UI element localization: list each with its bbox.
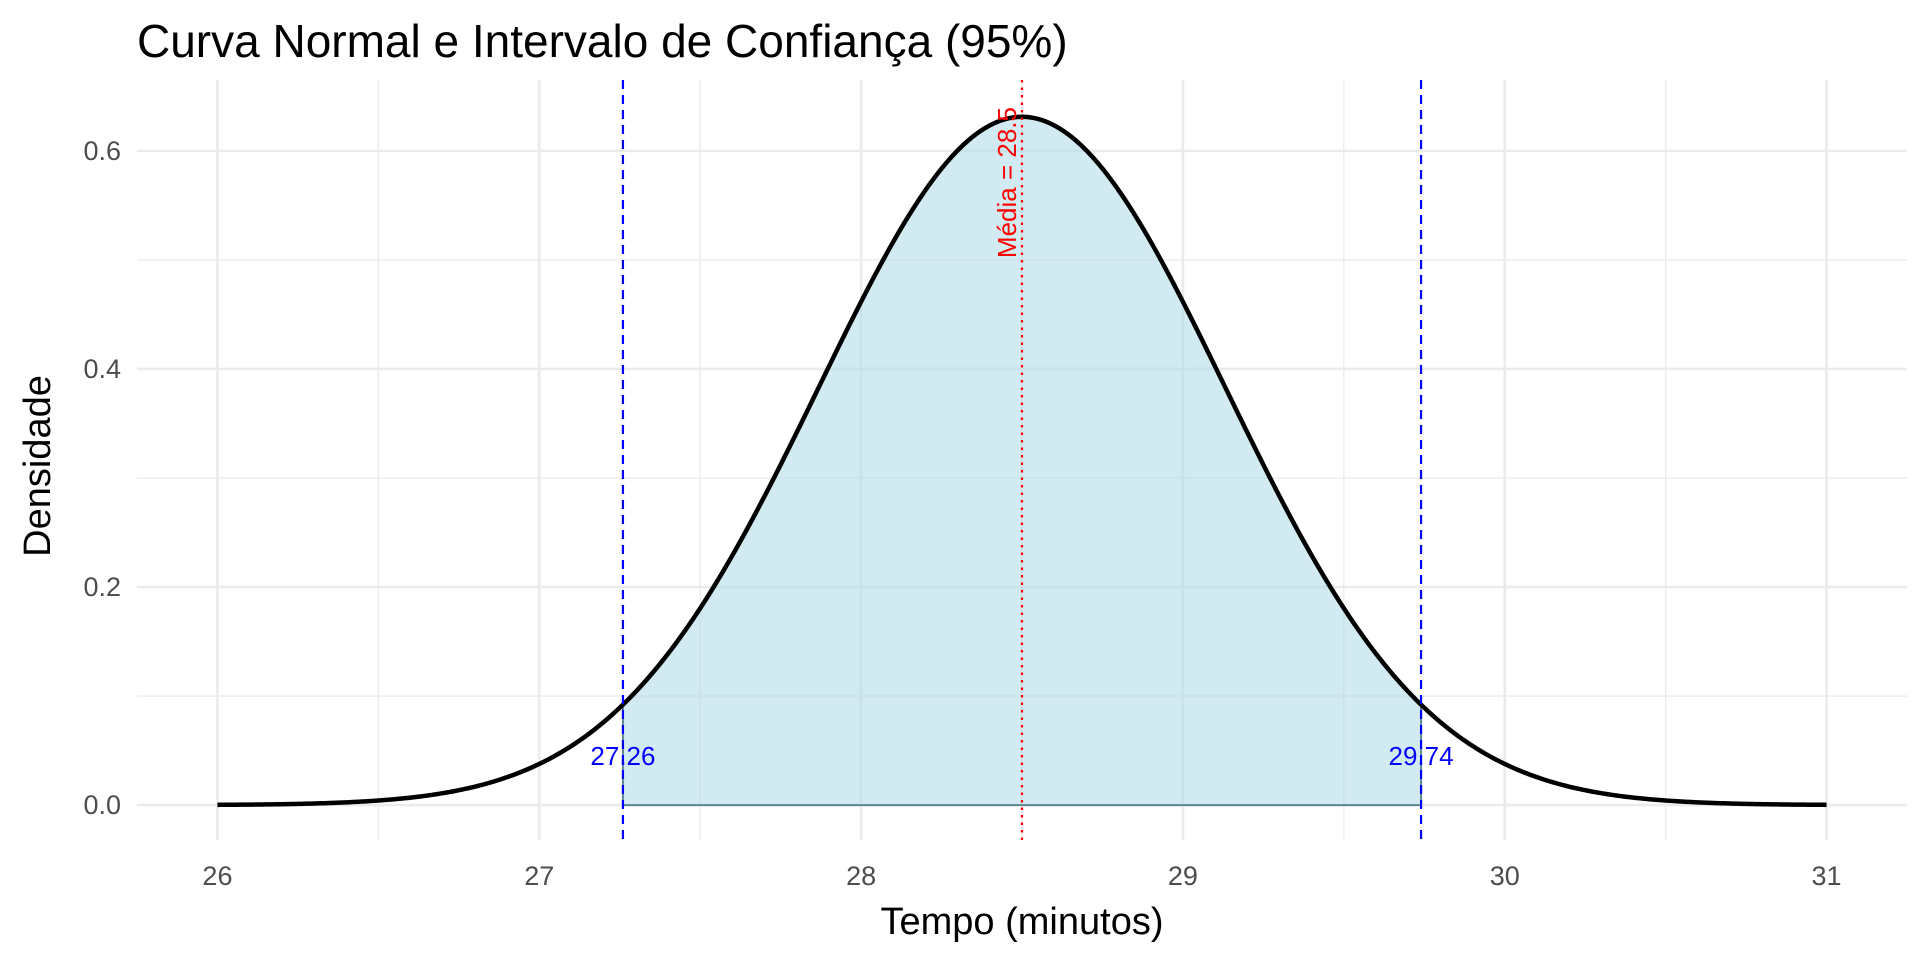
confidence-interval-area (621, 115, 1423, 807)
y-tick-label: 0.4 (83, 354, 121, 384)
x-tick-label: 26 (202, 861, 232, 891)
x-tick-label: 29 (1168, 861, 1198, 891)
x-axis-ticks: 26 27 28 29 30 31 (202, 861, 1841, 891)
x-tick-label: 30 (1490, 861, 1520, 891)
chart-title: Curva Normal e Intervalo de Confiança (9… (137, 15, 1068, 67)
ci-lower-label: 27.26 (590, 741, 655, 771)
y-axis-ticks: 0.0 0.2 0.4 0.6 (83, 136, 121, 820)
x-tick-label: 31 (1812, 861, 1842, 891)
x-tick-label: 28 (846, 861, 876, 891)
x-axis-title: Tempo (minutos) (881, 901, 1164, 943)
mean-label: Média = 28.5 (992, 107, 1022, 258)
y-axis-title: Densidade (17, 375, 59, 557)
y-tick-label: 0.0 (83, 790, 121, 820)
normal-curve-line (217, 114, 1827, 808)
ci-upper-label: 29.74 (1389, 741, 1454, 771)
x-tick-label: 27 (524, 861, 554, 891)
y-tick-label: 0.6 (83, 136, 121, 166)
y-tick-label: 0.2 (83, 572, 121, 602)
